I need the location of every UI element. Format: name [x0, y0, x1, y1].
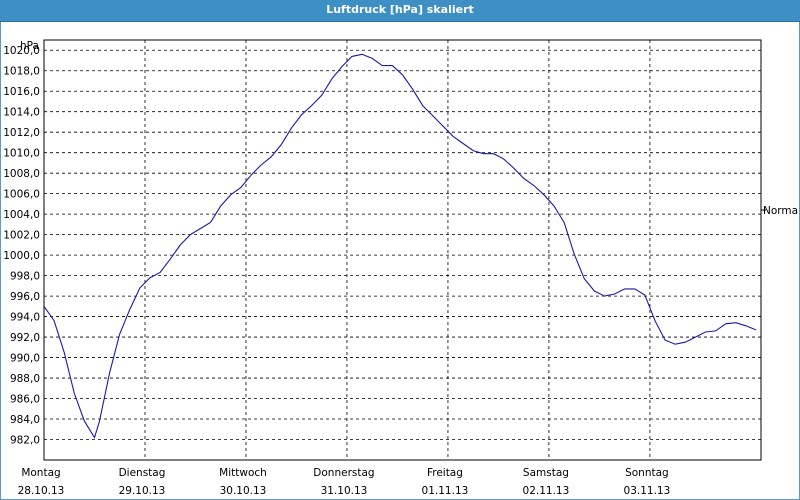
- y-tick-label: 990,0: [10, 353, 40, 365]
- x-tick-date-label: 02.11.13: [523, 485, 570, 497]
- y-tick-label: 996,0: [10, 291, 40, 303]
- x-tick-date-label: 30.10.13: [220, 485, 267, 497]
- y-tick-label: 992,0: [10, 332, 40, 344]
- y-tick-label: 1012,0: [3, 127, 40, 139]
- chart-grid: [44, 40, 761, 460]
- y-tick-label: 982,0: [10, 435, 40, 447]
- y-tick-label: 984,0: [10, 414, 40, 426]
- x-tick-date-label: 01.11.13: [422, 485, 469, 497]
- x-tick-date-label: 31.10.13: [321, 485, 368, 497]
- y-tick-label: 1020,0: [3, 45, 40, 57]
- x-tick-day-label: Montag: [21, 467, 60, 479]
- y-tick-label: 1018,0: [3, 66, 40, 78]
- window-titlebar: Luftdruck [hPa] skaliert: [0, 0, 800, 22]
- x-tick-date-label: 28.10.13: [18, 485, 65, 497]
- pressure-series-line: [43, 53, 757, 439]
- y-axis-unit-label: hPa: [20, 40, 39, 52]
- x-tick-day-label: Mittwoch: [219, 467, 267, 479]
- x-tick-day-label: Freitag: [427, 467, 463, 479]
- y-tick-label: 994,0: [10, 312, 40, 324]
- plot-area-frame: [43, 39, 762, 461]
- x-axis-tick-labels: Montag 28.10.13 Dienstag 29.10.13 Mittwoch 30…: [18, 467, 671, 497]
- y-tick-label: 1006,0: [3, 189, 40, 201]
- x-tick-day-label: Samstag: [523, 467, 569, 479]
- x-tick-day-label: Sonntag: [625, 467, 669, 479]
- x-tick-date-label: 29.10.13: [119, 485, 166, 497]
- x-tick-day-label: Donnerstag: [313, 467, 374, 479]
- y-tick-label: 1004,0: [3, 209, 40, 221]
- y-tick-label: 988,0: [10, 373, 40, 385]
- x-tick-day-label: Dienstag: [119, 467, 166, 479]
- reference-marker: Normal: [761, 205, 800, 217]
- y-tick-label: 1010,0: [3, 148, 40, 160]
- reference-label: Normal: [763, 205, 800, 217]
- y-tick-label: 1014,0: [3, 107, 40, 119]
- window-title: Luftdruck [hPa] skaliert: [326, 3, 474, 16]
- y-tick-label: 986,0: [10, 394, 40, 406]
- x-tick-date-label: 03.11.13: [624, 485, 671, 497]
- y-tick-label: 1000,0: [3, 250, 40, 262]
- y-tick-label: 1002,0: [3, 230, 40, 242]
- y-axis-tick-labels: 982,0 984,0 986,0 988,0 990,0 992,0 994,0 996,0…: [3, 45, 40, 446]
- y-tick-label: 1008,0: [3, 168, 40, 180]
- y-tick-label: 1016,0: [3, 86, 40, 98]
- y-tick-label: 998,0: [10, 271, 40, 283]
- pressure-chart: hPa 982,0984,0986,0988,0990,0992,0994,09…: [3, 39, 800, 497]
